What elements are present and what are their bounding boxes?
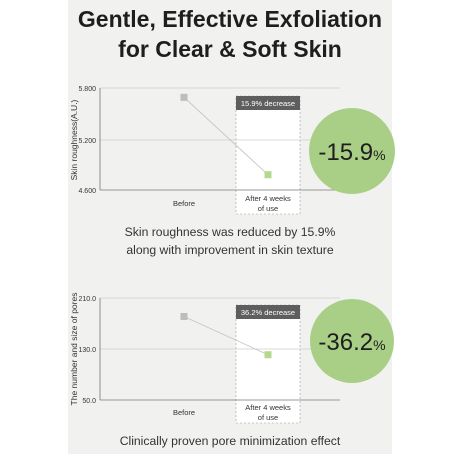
caption-line: Skin roughness was reduced by 15.9%: [124, 225, 336, 239]
y-axis-label: Skin roughness(A.U.): [69, 99, 79, 180]
y-tick-label: 210.0: [78, 296, 96, 303]
data-point-before: [180, 93, 188, 101]
data-point-after: [264, 171, 272, 179]
caption-line: along with improvement in skin texture: [126, 243, 334, 257]
result-badge: -15.9%: [309, 108, 395, 194]
badge-value: -15.9: [318, 139, 373, 166]
badge-circle: [310, 299, 394, 383]
y-tick-label: 5.800: [78, 86, 96, 93]
badge-value: -36.2: [318, 329, 373, 356]
y-tick-label: 5.200: [78, 138, 96, 145]
data-point-after: [264, 351, 272, 359]
x-tick-label-before: Before: [173, 199, 195, 208]
x-tick-label-after-line2: of use: [258, 413, 278, 422]
caption-roughness: Skin roughness was reduced by 15.9% alon…: [68, 223, 392, 259]
result-badge: -36.2%: [310, 299, 394, 383]
caption-pores: Clinically proven pore minimization effe…: [68, 432, 392, 450]
badge-unit: %: [373, 337, 385, 353]
x-tick-label-after-line2: of use: [258, 204, 278, 213]
decrease-label: 15.9% decrease: [241, 99, 295, 108]
caption-line: Clinically proven pore minimization effe…: [119, 434, 341, 448]
title-line-1: Gentle, Effective Exfoliation: [77, 6, 383, 32]
x-tick-label-after-line1: After 4 weeks: [245, 194, 291, 203]
badge-text: -15.9%: [318, 139, 385, 166]
trend-line: [183, 97, 269, 176]
chart-pores: 210.0 130.0 50.0 The number and size of …: [69, 293, 394, 424]
decrease-label: 36.2% decrease: [241, 308, 295, 317]
y-tick-label: 4.600: [78, 188, 96, 195]
y-tick-label: 50.0: [82, 398, 96, 405]
decrease-label-bg: [236, 96, 300, 110]
chart-roughness: 5.800 5.200 4.600 Skin roughness(A.U.) 1…: [69, 86, 395, 215]
badge-text: -36.2%: [318, 329, 385, 356]
badge-unit: %: [373, 147, 385, 163]
title-line-2: for Clear & Soft Skin: [118, 36, 342, 62]
after-highlight-box: [235, 304, 301, 424]
y-axis-label: The number and size of pores: [69, 293, 79, 406]
badge-circle: [309, 108, 395, 194]
trend-line: [183, 316, 269, 356]
decrease-label-bg: [236, 305, 300, 319]
x-tick-label-after-line1: After 4 weeks: [245, 403, 291, 412]
page-title: Gentle, Effective Exfoliation for Clear …: [68, 4, 392, 64]
data-point-before: [180, 312, 188, 320]
x-tick-label-before: Before: [173, 408, 195, 417]
y-tick-label: 130.0: [78, 347, 96, 354]
